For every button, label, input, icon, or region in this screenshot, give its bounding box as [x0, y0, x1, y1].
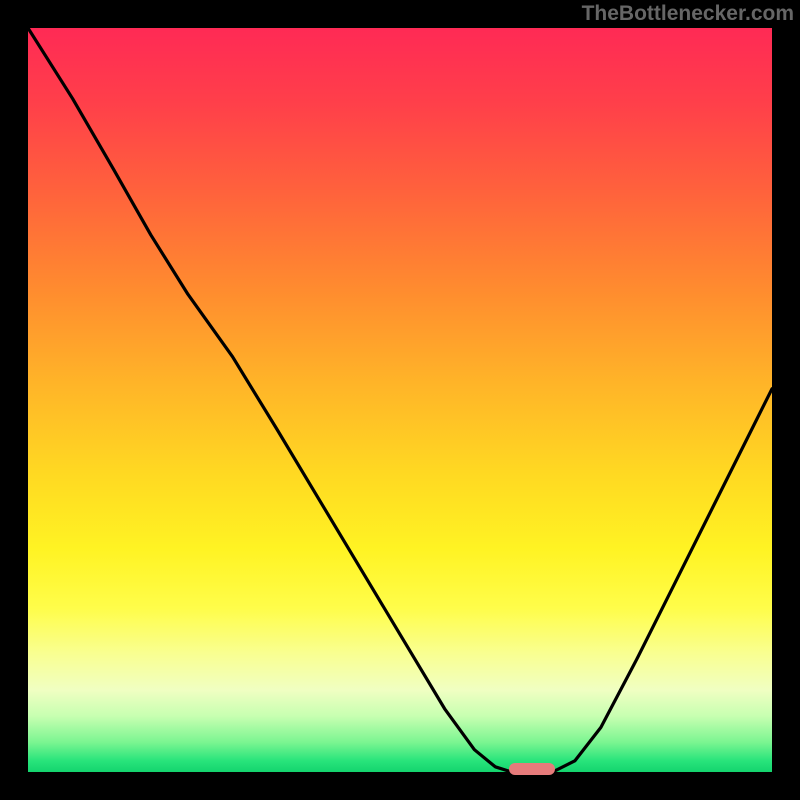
optimal-marker [509, 763, 555, 775]
plot-area [28, 28, 772, 772]
watermark-text: TheBottlenecker.com [582, 2, 794, 26]
bottleneck-curve [28, 28, 772, 772]
